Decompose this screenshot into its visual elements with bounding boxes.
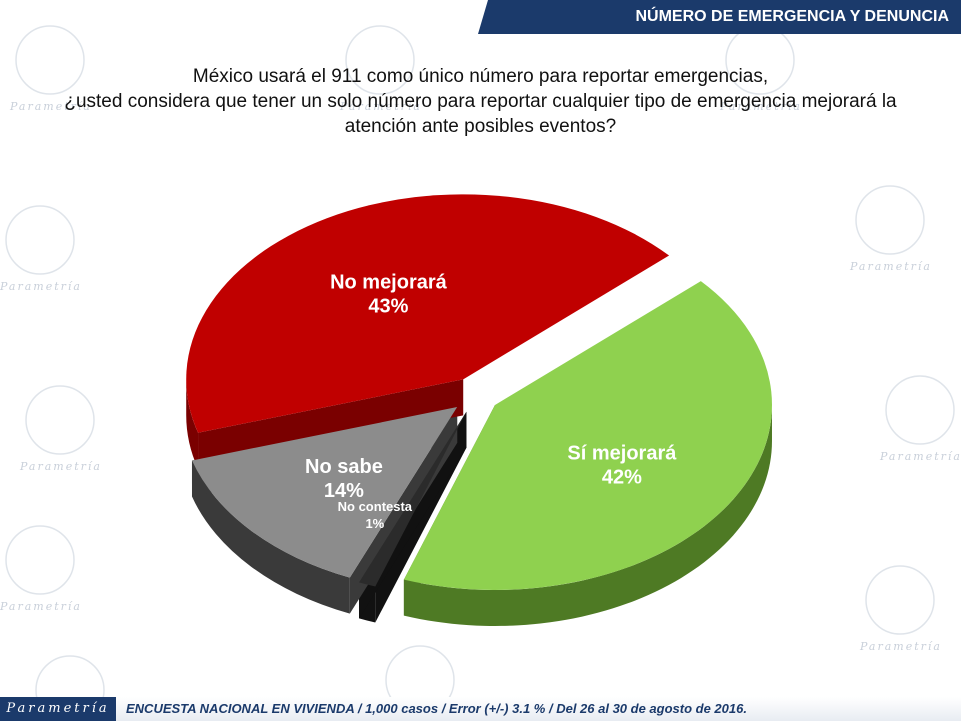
slice-label: No sabe [305,456,383,478]
pie-slice [186,194,670,433]
watermark-text: Parametría [339,100,422,113]
slice-value-label: 42% [602,466,642,488]
slice-label: No contesta [338,499,413,514]
watermark-text: Parametría [719,100,802,113]
question-line: atención ante posibles eventos? [344,116,617,137]
watermark-text: Parametría [9,100,92,113]
question-line: ¿usted considera que tener un solo númer… [64,91,897,112]
watermark-text: Parametría [0,600,82,613]
watermark-text: Parametría [19,460,102,473]
survey-question: México usará el 911 como único número pa… [40,64,921,139]
pie-slice-side [403,404,772,626]
parametria-logo: Parametría [0,697,116,721]
watermark-text: Parametría [849,260,932,273]
survey-methodology-note: ENCUESTA NACIONAL EN VIVIENDA / 1,000 ca… [126,701,747,716]
section-banner: NÚMERO DE EMERGENCIA Y DENUNCIA [478,0,961,34]
pie-slice [403,281,772,590]
pie-slice-side [186,379,199,469]
watermark-text: Parametría [859,640,942,653]
slice-label: No mejorará [330,272,448,294]
footer-bar: Parametría ENCUESTA NACIONAL EN VIVIENDA… [0,697,961,721]
slice-label: Sí mejorará [567,442,677,464]
slice-value-label: 1% [365,516,384,531]
question-line: México usará el 911 como único número pa… [192,66,769,87]
watermark-text: Parametría [879,450,961,463]
pie-slice [359,411,467,587]
watermark-text: Parametría [0,280,82,293]
slice-value-label: 43% [368,296,408,318]
slice-value-label: 14% [324,480,364,502]
pie-slice [191,407,458,578]
section-title: NÚMERO DE EMERGENCIA Y DENUNCIA [635,8,949,25]
pie-slice-side [191,460,350,614]
